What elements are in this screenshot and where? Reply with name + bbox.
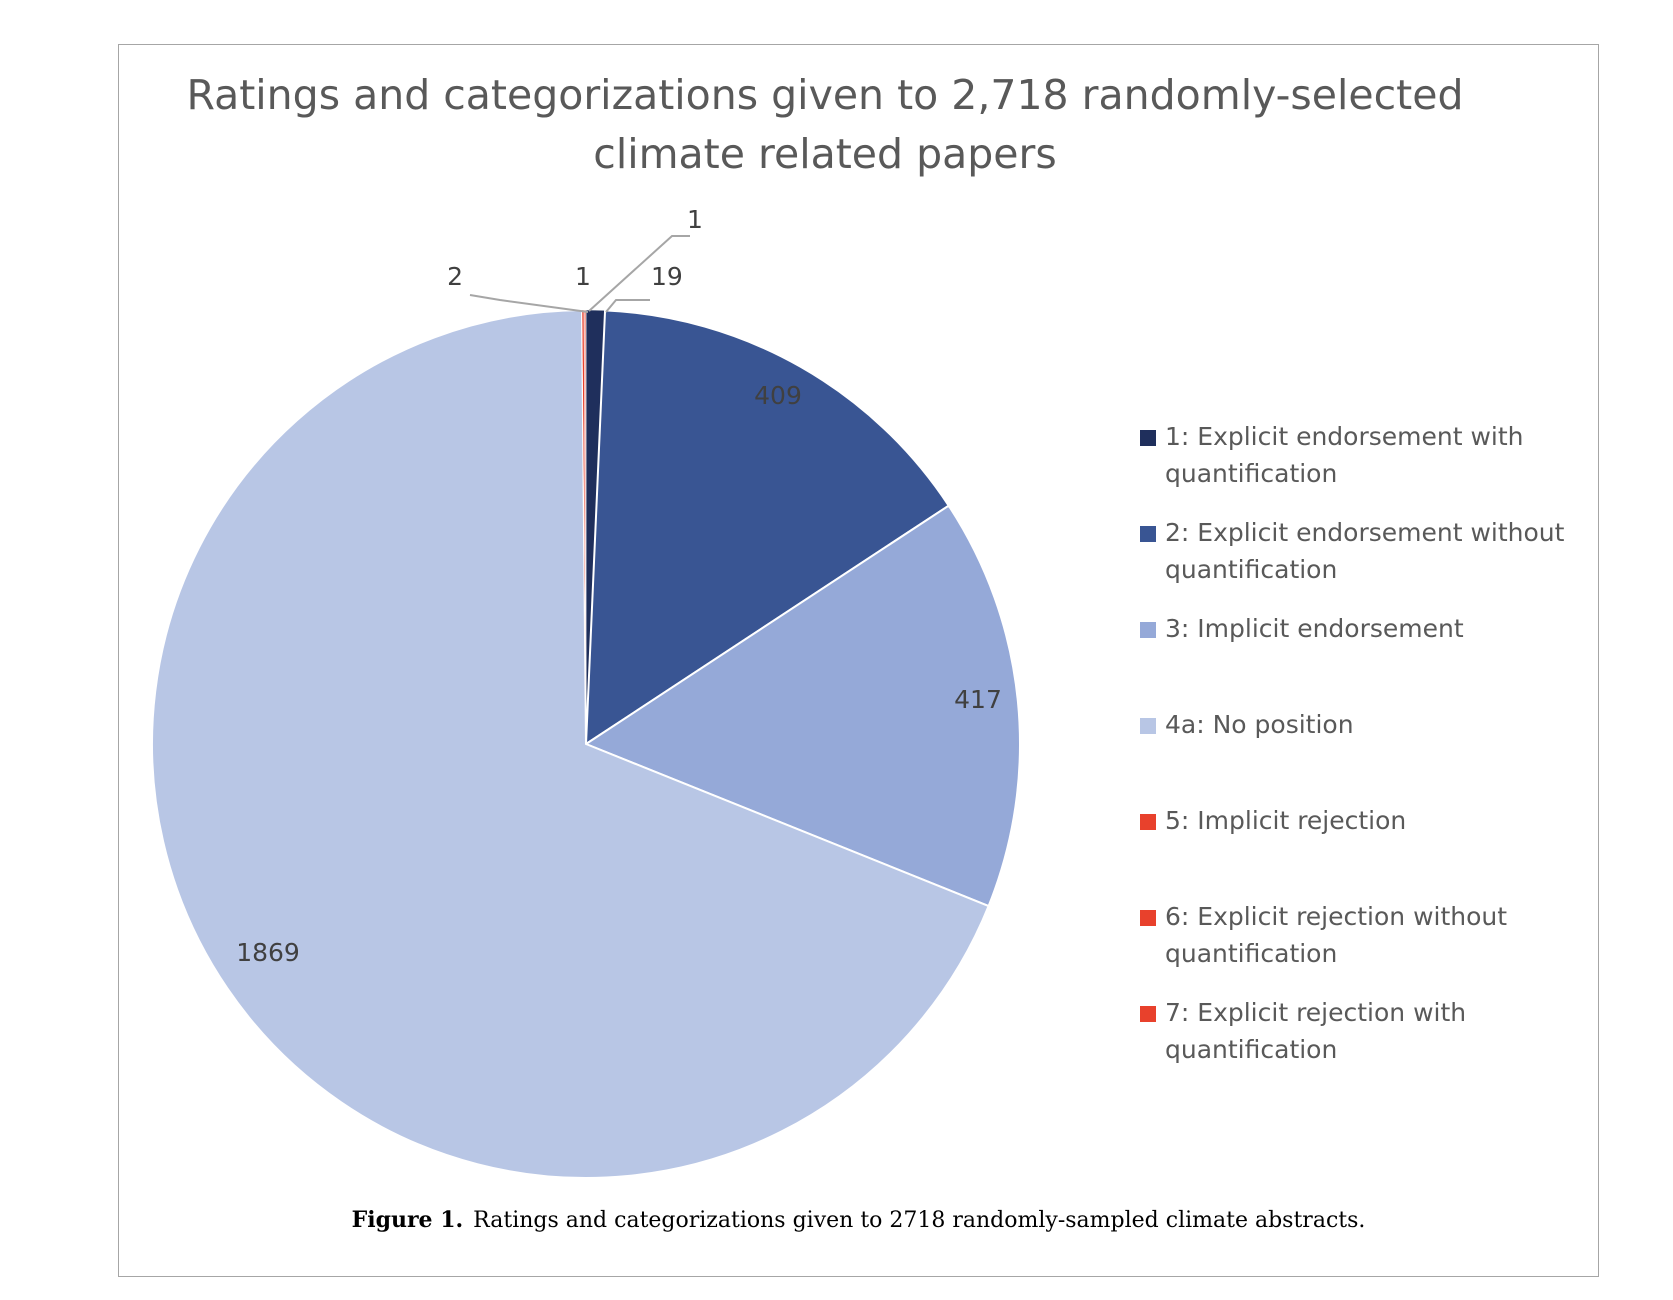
pie-slice-2 (584, 309, 951, 746)
leader-line-7 (588, 235, 690, 312)
legend-label: 3: Implicit endorsement (1165, 610, 1580, 647)
legend-swatch (1140, 1006, 1156, 1022)
leader-line-5 (469, 294, 589, 313)
legend-swatch (1140, 526, 1156, 542)
legend-label: 1: Explicit endorsement with quantificati… (1165, 418, 1580, 492)
data-label-5: 2 (447, 262, 463, 291)
legend-label-line-1: 6: Explicit rejection without (1165, 902, 1508, 931)
legend-label-line-1: 3: Implicit endorsement (1165, 614, 1464, 643)
chart-title-line-1: Ratings and categorizations given to 2,7… (186, 71, 1464, 119)
legend-label-line-1: 2: Explicit endorsement without (1165, 518, 1565, 547)
legend-label-line-1: 4a: No position (1165, 710, 1354, 739)
caption-label: Figure 1. (351, 1207, 464, 1233)
legend-label: 2: Explicit endorsement without quantific… (1165, 514, 1580, 588)
leader-lines (469, 235, 690, 313)
leader-line-1 (605, 299, 650, 313)
pie-slice-3 (583, 504, 1021, 908)
legend-swatch (1140, 718, 1156, 734)
data-label-2: 409 (754, 381, 802, 410)
figure-caption: Figure 1. Ratings and categorizations giv… (118, 1207, 1599, 1233)
data-label-4a: 1869 (236, 938, 300, 967)
legend-label-line-2: quantification (1165, 939, 1338, 968)
legend-label: 4a: No position (1165, 706, 1580, 743)
data-label-6: 1 (575, 262, 591, 291)
legend-label-line-2: quantification (1165, 1035, 1338, 1064)
caption-text: Ratings and categorizations given to 271… (473, 1208, 1366, 1233)
legend-label-line-2: quantification (1165, 555, 1338, 584)
legend-swatch (1140, 622, 1156, 638)
data-labels: 19 409 417 1869 2 1 1 (236, 205, 1002, 967)
legend-label-line-1: 1: Explicit endorsement with (1165, 422, 1524, 451)
pie-slice-7 (584, 309, 587, 745)
legend-swatch (1140, 814, 1156, 830)
legend-label-line-1: 5: Implicit rejection (1165, 806, 1407, 835)
legend-label: 5: Implicit rejection (1165, 802, 1580, 839)
chart-title: Ratings and categorizations given to 2,7… (130, 66, 1520, 184)
legend-swatch (1140, 430, 1156, 446)
chart-title-line-2: climate related papers (593, 130, 1057, 178)
legend-swatch (1140, 910, 1156, 926)
pie-slice-4a (151, 309, 990, 1180)
legend-label: 6: Explicit rejection without quantificat… (1165, 898, 1580, 972)
legend-label-line-2: quantification (1165, 459, 1338, 488)
legend-label-line-1: 7: Explicit rejection with (1165, 998, 1467, 1027)
slices (151, 309, 1021, 1180)
legend-label: 7: Explicit rejection with quantification (1165, 994, 1580, 1068)
data-label-7: 1 (687, 205, 703, 234)
data-label-3: 417 (954, 685, 1002, 714)
data-label-1: 19 (651, 262, 683, 291)
